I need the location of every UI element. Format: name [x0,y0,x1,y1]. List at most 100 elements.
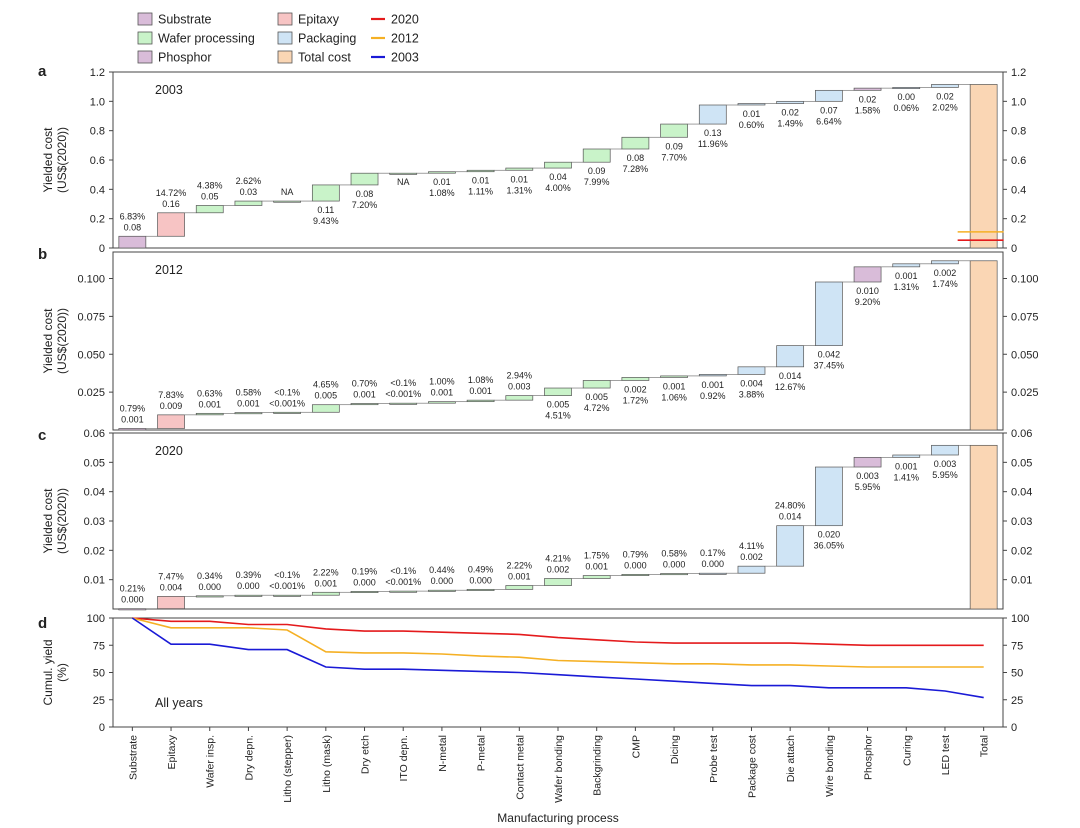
xtick-label: Total [979,735,991,757]
ytick-label-left: 0.4 [90,184,105,196]
bar-annotation: 0.70% [352,378,378,388]
bar-probe-test [698,104,727,125]
bar-annotation: 0.00 [897,92,915,102]
ytick-label-right: 0.04 [1011,487,1032,499]
bar-annotation: <0.001% [385,577,421,587]
bar-annotation: 0.44% [429,565,455,575]
bar-dry-depn- [234,594,263,597]
bar-annotation: 1.31% [893,282,919,292]
bar-annotation: 0.000 [702,559,725,569]
bar-p-metal [466,399,495,403]
bar-annotation: <0.1% [390,566,416,576]
y-axis-title-units: (US$(2020)) [55,127,69,193]
bar-contact-metal [505,585,534,590]
bar-led-test [931,84,959,88]
bar-annotation: 0.06% [893,103,919,113]
xtick-label: Litho (stepper) [282,735,294,803]
bar-annotation: 0.02 [781,108,799,118]
bar-annotation: 12.67% [775,382,806,392]
legend-swatch-substrate [137,12,153,26]
bar-annotation: 0.21% [120,584,146,594]
bar-annotation: 0.014 [779,512,802,522]
bar-annotation: 9.43% [313,216,339,226]
ytick-label-left: 0.03 [84,516,105,528]
bar-contact-metal [505,395,534,401]
ytick-label-left: 0.06 [84,428,105,440]
bar-annotation: 0.000 [353,577,376,587]
bar-annotation: 0.79% [623,549,649,559]
bar-annotation: 0.08 [124,222,142,232]
bar-die-attach [776,100,805,104]
bar-total [969,444,998,610]
bar-annotation: 4.21% [545,553,571,563]
ytick-label-right: 0.2 [1011,214,1026,226]
bar-litho-stepper- [273,411,301,414]
bar-annotation: 0.34% [197,571,223,581]
bar-annotation: 36.05% [814,541,845,551]
bar-annotation: 0.04 [549,172,567,182]
bar-annotation: 2.22% [313,567,339,577]
ytick-label-left: 0.05 [84,457,105,469]
bar-n-metal [428,401,456,404]
bar-annotation: 0.005 [547,400,570,410]
bar-annotation: 0.60% [739,120,765,130]
bar-annotation: 0.001 [895,271,918,281]
ytick-label-right: 0.05 [1011,457,1032,469]
bar-annotation: 1.00% [429,377,455,387]
bar-annotation: 4.00% [545,183,571,193]
xtick-label: Phosphor [863,735,875,780]
bar-annotation: 2.22% [507,561,533,571]
bar-annotation: 7.47% [158,571,184,581]
bar-annotation: 0.39% [236,570,262,580]
bar-wire-bonding [815,281,843,346]
ytick-label-right: 75 [1011,640,1023,652]
bar-annotation: 0.001 [237,399,260,409]
bar-annotation: 0.020 [818,530,841,540]
bar-dicing [660,573,688,576]
bar-annotation: 0.79% [120,403,146,413]
bar-annotation: 11.96% [698,139,728,149]
bar-annotation: 1.08% [468,375,494,385]
bar-annotation: 1.72% [623,395,649,405]
bar-annotation: 4.51% [545,411,571,421]
panel-frame-d [112,617,1004,728]
bar-wafer-bonding [544,578,572,586]
bar-annotation: 0.000 [237,581,260,591]
ytick-label-left: 0 [99,722,105,734]
legend-label: Substrate [158,13,212,27]
bar-backgrinding [582,380,611,389]
bar-annotation: 0.009 [160,401,183,411]
legend-label: 2003 [391,51,419,65]
y-axis-title-units: (US$(2020)) [55,308,69,374]
yield-series-2012 [132,617,984,668]
xtick-label: Epitaxy [166,734,178,769]
bar-led-test [931,444,959,456]
ytick-label-right: 100 [1011,613,1029,625]
bar-package-cost [737,565,766,574]
yield-lines [131,617,984,699]
bar-epitaxy [157,596,185,610]
bar-annotation: 1.74% [932,279,958,289]
bar-annotation: 7.83% [158,390,184,400]
ytick-label-right: 0.050 [1011,349,1039,361]
bar-annotation: 0.11 [317,205,334,215]
bar-annotation: 4.11% [739,541,764,551]
bar-annotation: 0.000 [624,560,647,570]
bar-phosphor [853,456,882,468]
xtick-label: Wire bonding [824,735,836,797]
bar-backgrinding [582,148,611,163]
bar-annotation: 0.58% [236,388,262,398]
ytick-label-right: 0.03 [1011,516,1032,528]
bar-cmp [621,574,650,576]
bar-probe-test [698,374,727,377]
y-axis-title: Yielded cost [41,127,55,193]
panel-year-label: 2003 [155,83,183,97]
ytick-label-right: 0.4 [1011,184,1026,196]
bar-annotation: 0.042 [818,350,841,360]
xtick-label: P-metal [476,735,488,771]
bar-package-cost [737,366,766,375]
waterfall-bars-c: 0.21%0.0007.47%0.0040.34%0.0000.39%0.000… [118,444,998,611]
bar-wafer-insp- [195,595,224,598]
xtick-label: Substrate [127,735,139,780]
bar-annotation: 0.07 [820,105,838,115]
